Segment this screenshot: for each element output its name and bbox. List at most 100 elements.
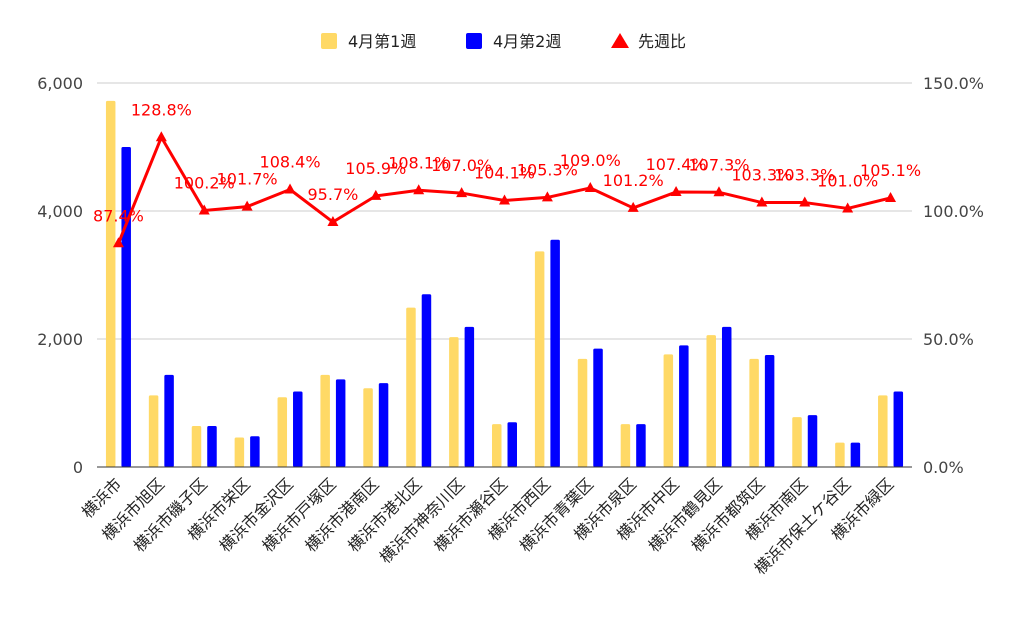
bar-1 [148,395,159,467]
bar-2 [636,424,646,467]
ratio-line [112,131,897,248]
ratio-data-label: 107.0% [431,156,492,175]
y-left-tick-label: 6,000 [37,74,83,93]
ratio-marker [413,184,425,195]
bar-1 [706,335,716,467]
ratio-marker [155,131,167,142]
ratio-marker [713,186,725,197]
bar-1 [277,397,288,467]
bar-2 [250,436,260,467]
legend-item-series-3: 先週比 [611,32,686,51]
y-axis-right: 0.0% 50.0% 100.0% 150.0% [923,74,984,477]
y-right-tick-label: 50.0% [923,330,974,349]
ratio-data-label: 107.3% [688,155,749,174]
gridlines [97,82,912,340]
ratio-marker [499,194,510,205]
bar-2 [378,383,389,467]
ratio-data-label: 128.8% [131,100,192,119]
ratio-data-label: 107.4% [646,155,707,174]
bar-1 [792,417,802,467]
bar-1 [620,424,631,467]
bar-1 [320,374,330,467]
bar-2 [893,391,904,467]
bar-1 [878,395,888,467]
y-axis-left: 0 2,000 4,000 6,000 [37,74,83,477]
ratio-marker [284,183,296,194]
ratio-data-labels: 87.4% 128.8% 100.2%101.7%108.4% 95.7% 105.9%… [93,100,921,225]
ratio-marker [327,216,339,227]
ratio-marker [456,187,468,198]
bars [105,100,904,468]
bar-1 [577,358,588,467]
bar-2 [335,379,346,467]
bar-1 [105,100,116,468]
bar-2 [507,422,517,467]
ratio-marker [198,204,210,215]
bar-1 [492,424,502,467]
ratio-marker [370,189,382,200]
legend-swatch-series-2 [466,33,482,49]
ratio-marker [241,200,253,211]
ratio-marker [541,191,553,202]
ratio-data-label: 105.9% [345,159,406,178]
ratio-data-label: 101.0% [817,171,878,190]
ratio-data-label: 100.2% [174,173,235,192]
bar-1 [191,426,202,467]
ratio-data-label: 101.2% [603,171,664,190]
bar-2 [550,239,560,467]
legend-label-series-1: 4月第1週 [348,32,416,51]
bar-1 [835,442,845,467]
legend: 4月第1週 4月第2週 先週比 [321,32,686,51]
ratio-data-label: 95.7% [308,185,359,204]
bar-2 [293,391,303,467]
x-axis-categories: 横浜市横浜市旭区横浜市磯子区横浜市栄区横浜市金沢区横浜市戸塚区横浜市港南区横浜市… [78,474,897,578]
y-left-tick-label: 4,000 [37,202,83,221]
y-left-tick-label: 2,000 [37,330,83,349]
legend-item-series-1: 4月第1週 [321,32,416,51]
ratio-data-label: 105.1% [860,161,921,180]
bar-1 [749,358,759,467]
bar-2 [721,326,732,467]
bar-2 [593,348,603,467]
ratio-marker [584,181,596,192]
bar-2 [764,355,775,467]
ratio-data-label: 108.1% [388,153,449,172]
bar-2 [850,442,861,467]
legend-label-series-2: 4月第2週 [493,32,561,51]
ratio-data-label: 104.1% [474,164,535,183]
ratio-data-label: 105.3% [517,160,578,179]
bar-1 [234,437,245,467]
bar-2 [464,326,475,467]
bar-1 [663,354,674,467]
ratio-marker [799,196,811,207]
bar-1 [363,388,373,467]
ratio-marker [627,201,639,212]
bar-2 [121,147,131,467]
legend-swatch-series-1 [321,33,337,49]
bar-1 [406,307,416,467]
ratio-marker [670,186,682,197]
ratio-data-label: 101.7% [217,170,278,189]
bar-2 [679,345,689,467]
legend-marker-series-3 [611,33,629,48]
y-right-tick-label: 100.0% [923,202,984,221]
y-right-tick-label: 0.0% [923,458,964,477]
ratio-marker [885,191,897,202]
bar-2 [421,294,432,467]
bar-1 [449,337,459,467]
bar-1 [534,251,545,467]
ratio-marker [756,196,768,207]
bar-2 [807,415,818,467]
ratio-data-label: 103.3% [774,166,835,185]
ratio-marker [112,237,124,248]
y-left-tick-label: 0 [73,458,83,477]
ratio-data-label: 87.4% [93,206,144,225]
y-right-tick-label: 150.0% [923,74,984,93]
bar-2 [207,426,217,467]
legend-label-series-3: 先週比 [638,32,686,51]
ratio-data-label: 108.4% [260,152,321,171]
ratio-data-label: 103.3% [731,166,792,185]
legend-item-series-2: 4月第2週 [466,32,561,51]
ratio-marker [842,202,854,213]
